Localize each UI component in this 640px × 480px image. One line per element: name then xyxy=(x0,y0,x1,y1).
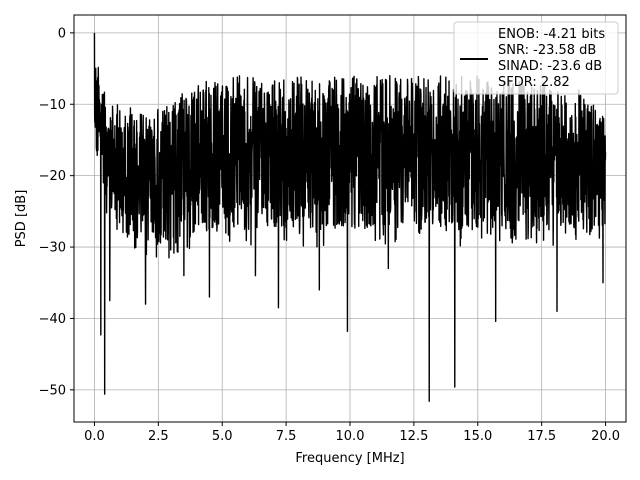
x-tick-label: 7.5 xyxy=(276,429,297,444)
y-tick-label: −50 xyxy=(39,383,66,398)
legend-enob: ENOB: -4.21 bits xyxy=(498,27,605,42)
x-axis-label: Frequency [MHz] xyxy=(295,451,404,466)
x-tick-label: 20.0 xyxy=(591,429,620,444)
x-tick-label: 10.0 xyxy=(336,429,365,444)
x-tick-label: 17.5 xyxy=(527,429,556,444)
y-tick-label: −20 xyxy=(39,169,66,184)
x-tick-label: 12.5 xyxy=(399,429,428,444)
legend: ENOB: -4.21 bits SNR: -23.58 dB SINAD: -… xyxy=(453,21,619,95)
psd-series-trace xyxy=(93,32,607,402)
x-axis-ticks: 0.0 2.5 5.0 7.5 10.0 12.5 15.0 17.5 20.0 xyxy=(84,422,620,444)
y-axis-ticks: 0 −10 −20 −30 −40 −50 xyxy=(39,26,74,398)
legend-sfdr: SFDR: 2.82 xyxy=(498,75,570,90)
y-tick-label: 0 xyxy=(58,26,66,41)
legend-snr: SNR: -23.58 dB xyxy=(498,43,596,58)
y-tick-label: −40 xyxy=(39,312,66,327)
x-tick-label: 2.5 xyxy=(148,429,169,444)
x-tick-label: 5.0 xyxy=(212,429,233,444)
legend-box xyxy=(453,21,619,95)
x-tick-label: 0.0 xyxy=(84,429,105,444)
legend-sinad: SINAD: -23.6 dB xyxy=(498,59,602,74)
psd-line xyxy=(93,32,607,402)
y-axis-label: PSD [dB] xyxy=(14,190,29,248)
y-tick-label: −30 xyxy=(39,241,66,256)
y-tick-label: −10 xyxy=(39,98,66,113)
x-tick-label: 15.0 xyxy=(463,429,492,444)
